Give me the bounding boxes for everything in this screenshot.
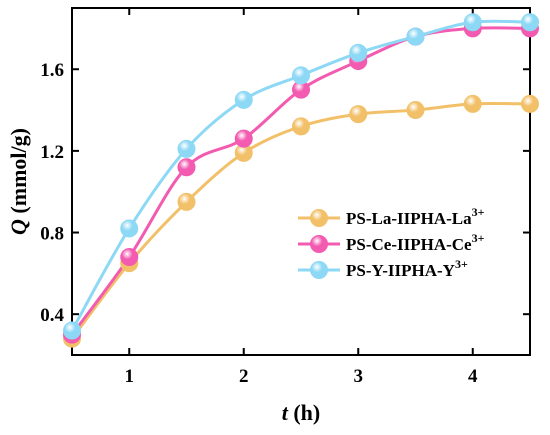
data-point-series-1 (120, 248, 139, 267)
data-point-series-0 (349, 105, 368, 124)
data-point-series-2 (292, 66, 310, 85)
x-axis-title-symbol: t (282, 400, 289, 425)
data-point-series-0 (292, 117, 310, 136)
legend-marker-1 (310, 235, 328, 253)
series-line-1 (70, 26, 531, 336)
data-point-series-2 (177, 139, 196, 158)
data-point-series-2 (463, 13, 482, 32)
data-point-series-0 (177, 192, 196, 211)
y-axis-title: Q (mmol/g) (6, 128, 31, 235)
legend-label-sup: 3+ (455, 257, 468, 271)
data-point-series-0 (521, 94, 539, 113)
x-tick-label: 2 (239, 366, 249, 387)
data-point-series-2 (120, 219, 139, 238)
data-point-series-2 (521, 13, 539, 32)
y-tick-label: 0.8 (40, 224, 64, 245)
data-point-series-1 (234, 129, 253, 148)
legend-marker-2 (310, 261, 328, 279)
legend-label-sup: 3+ (472, 205, 485, 219)
data-point-series-0 (463, 94, 482, 113)
x-tick-label: 3 (354, 366, 364, 387)
y-tick-label: 1.6 (40, 60, 64, 81)
data-point-series-2 (349, 43, 368, 62)
legend-label-0: PS-La-IIPHA-La3+ (346, 205, 485, 228)
data-point-series-0 (406, 101, 425, 120)
x-tick-label: 4 (468, 366, 478, 387)
axes: 1 2 3 4 0.4 0.8 1.2 1.6 (40, 7, 531, 387)
x-axis-title-unit: (h) (288, 400, 320, 425)
data-point-series-2 (63, 321, 81, 340)
y-axis-title-symbol: Q (6, 219, 31, 235)
plot-frame (71, 7, 531, 356)
x-axis-title: t (h) (282, 400, 321, 425)
x-tick-label: 1 (125, 366, 135, 387)
data-point-series-2 (406, 27, 425, 46)
legend: PS-La-IIPHA-La3+PS-Ce-IIPHA-Ce3+PS-Y-IIP… (298, 205, 485, 280)
series-layer (63, 13, 539, 348)
legend-marker-0 (310, 209, 328, 227)
legend-label-main: PS-La-IIPHA-La (346, 209, 472, 228)
legend-label-2: PS-Y-IIPHA-Y3+ (346, 257, 468, 280)
y-tick-label: 1.2 (40, 142, 64, 163)
data-point-series-1 (177, 158, 196, 177)
legend-label-1: PS-Ce-IIPHA-Ce3+ (346, 231, 485, 254)
y-axis-title-unit: (mmol/g) (6, 128, 31, 219)
legend-label-main: PS-Ce-IIPHA-Ce (346, 235, 472, 254)
legend-label-sup: 3+ (472, 231, 485, 245)
data-point-series-2 (234, 90, 253, 109)
y-tick-label: 0.4 (40, 305, 64, 326)
legend-label-main: PS-Y-IIPHA-Y (346, 261, 455, 280)
